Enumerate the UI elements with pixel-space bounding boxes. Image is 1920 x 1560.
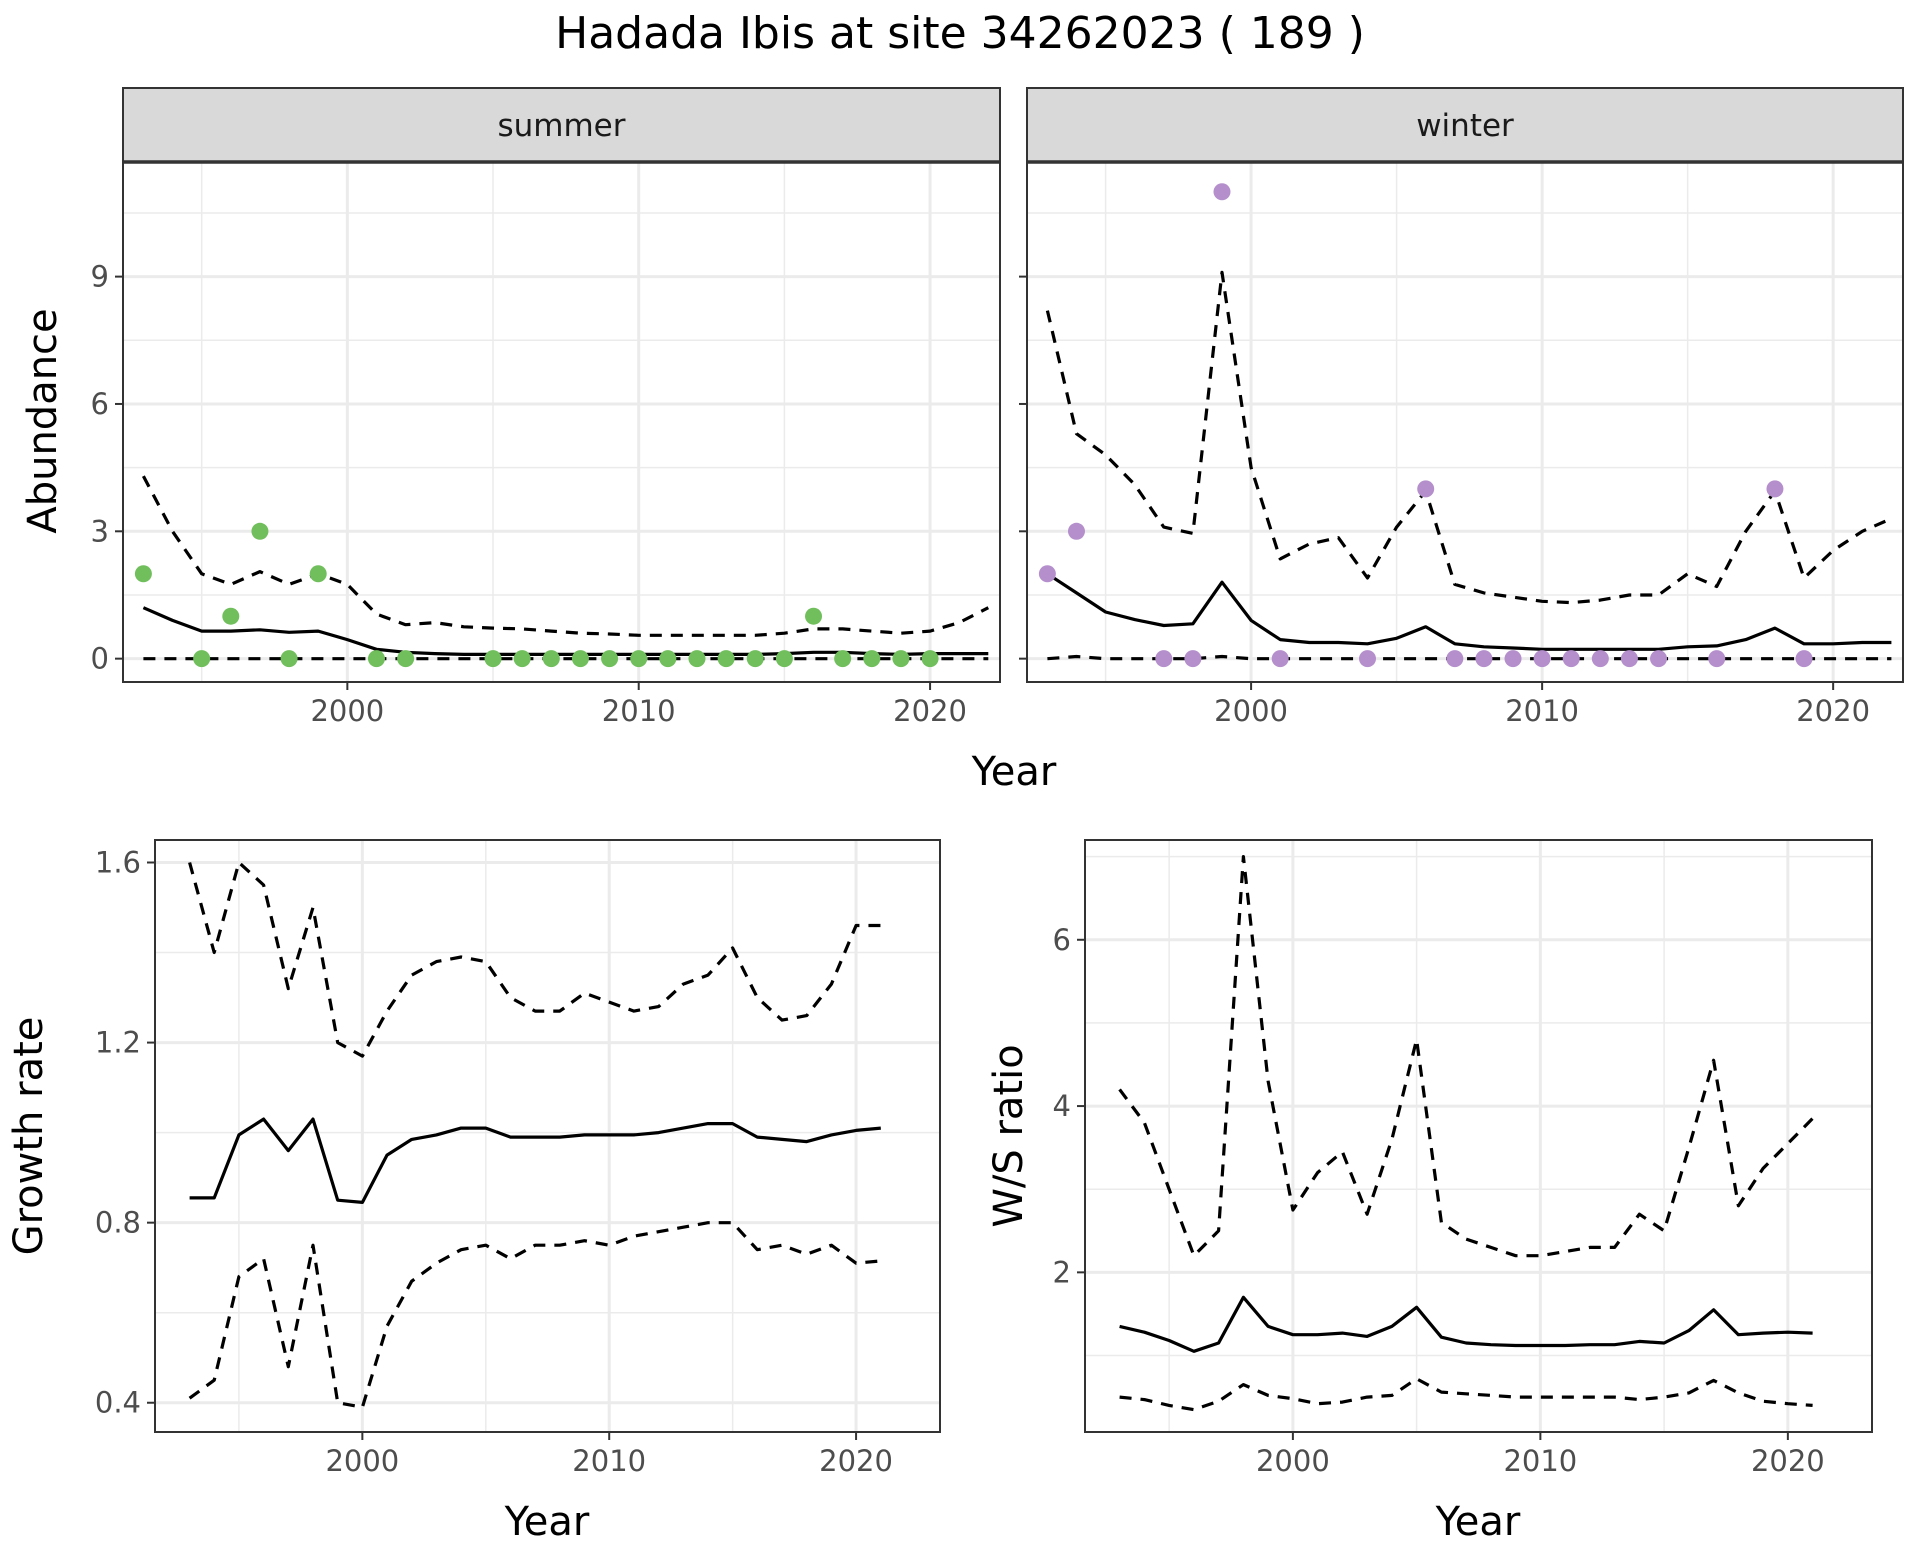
summer-x-tick-label: 2020: [893, 694, 967, 728]
summer-observed-point: [513, 650, 531, 668]
winter-x-tick-label: 2010: [1505, 694, 1579, 728]
summer-observed-point: [309, 565, 327, 583]
summer-observed-point: [193, 650, 211, 668]
ratio-upper-line: [1118, 854, 1814, 1258]
growth-mean-line: [189, 1117, 881, 1205]
winter-observed-point: [1504, 650, 1522, 668]
winter-observed-point: [1271, 650, 1289, 668]
ratio-x-tick-label: 2020: [1751, 1444, 1825, 1478]
summer-observed-point: [280, 650, 298, 668]
summer-observed-point: [134, 565, 152, 583]
ratio-y-tick-label: 6: [1053, 923, 1071, 957]
winter-observed-point: [1213, 183, 1231, 201]
winter-observed-point: [1038, 565, 1056, 583]
summer-observed-point: [892, 650, 910, 668]
summer-observed-point: [571, 650, 589, 668]
growth-panel-border: [154, 839, 941, 1433]
summer-observed-point: [251, 522, 269, 540]
winter-observed-point: [1533, 650, 1551, 668]
ratio-y-tick-label: 4: [1053, 1089, 1071, 1123]
winter-observed-point: [1446, 650, 1464, 668]
ratio-x-axis-title: Year: [1435, 1499, 1521, 1545]
growth-rate-panel: 2000 2010 2020 0.4 0.8 1.2 1.6 Year Growth rate: [6, 839, 941, 1545]
winter-observed-point: [1417, 480, 1435, 498]
summer-y-tick-label: 9: [91, 260, 109, 294]
winter-observed-point: [1359, 650, 1377, 668]
ratio-x-tick-label: 2010: [1503, 1444, 1577, 1478]
growth-y-axis-title: Growth rate: [6, 1017, 52, 1256]
ratio-x-tick-label: 2000: [1256, 1444, 1330, 1478]
figure-title: Hadada Ibis at site 34262023 ( 189 ): [555, 8, 1365, 59]
summer-plot-background: [123, 162, 1000, 682]
winter-observed-point: [1475, 650, 1493, 668]
winter-observed-point: [1620, 650, 1638, 668]
top-x-axis-title: Year: [971, 749, 1057, 795]
growth-x-tick-label: 2000: [325, 1444, 399, 1478]
summer-observed-point: [863, 650, 881, 668]
growth-x-axis-title: Year: [504, 1499, 590, 1545]
ratio-panel-border: [1084, 839, 1873, 1433]
growth-upper-line: [188, 860, 881, 1058]
growth-y-tick-label: 0.8: [95, 1206, 141, 1240]
winter-observed-point: [1766, 480, 1784, 498]
winter-observed-point: [1650, 650, 1668, 668]
winter-x-tick-label: 2020: [1796, 694, 1870, 728]
summer-observed-point: [222, 607, 240, 625]
summer-observed-point: [746, 650, 764, 668]
summer-observed-point: [921, 650, 939, 668]
summer-observed-point: [717, 650, 735, 668]
summer-observed-point: [542, 650, 560, 668]
summer-observed-point: [659, 650, 677, 668]
summer-observed-point: [688, 650, 706, 668]
summer-observed-point: [484, 650, 502, 668]
growth-x-tick-label: 2020: [819, 1444, 893, 1478]
top-y-axis-title: Abundance: [20, 308, 66, 533]
winter-upper-line: [1045, 270, 1893, 605]
winter-observed-point: [1155, 650, 1173, 668]
summer-observed-point: [805, 607, 823, 625]
winter-x-tick-label: 2000: [1214, 694, 1288, 728]
summer-x-tick-label: 2010: [602, 694, 676, 728]
summer-observed-point: [834, 650, 852, 668]
growth-lower-line: [188, 1221, 881, 1409]
winter-observed-point: [1184, 650, 1202, 668]
summer-abundance-panel: summer 2000 2010 2020 0 3 6 9: [91, 87, 1001, 728]
ratio-y-axis-title: W/S ratio: [986, 1044, 1032, 1227]
summer-upper-line: [141, 475, 990, 637]
summer-y-tick-label: 6: [91, 387, 109, 421]
summer-observed-point: [775, 650, 793, 668]
summer-observed-point: [367, 650, 385, 668]
winter-observed-point: [1562, 650, 1580, 668]
winter-strip-label: winter: [1416, 108, 1514, 144]
summer-observed-point: [397, 650, 415, 668]
winter-observed-point: [1795, 650, 1813, 668]
ratio-lower-line: [1119, 1377, 1813, 1412]
winter-observed-point: [1067, 522, 1085, 540]
winter-lower-line: [1047, 654, 1892, 661]
winter-observed-point: [1708, 650, 1726, 668]
summer-strip-label: summer: [497, 108, 625, 144]
summer-y-tick-label: 3: [91, 514, 109, 548]
growth-y-tick-label: 0.4: [95, 1386, 141, 1420]
growth-y-tick-label: 1.6: [95, 846, 141, 880]
ratio-mean-line: [1119, 1295, 1813, 1353]
growth-y-tick-label: 1.2: [95, 1026, 141, 1060]
summer-observed-point: [630, 650, 648, 668]
winter-abundance-panel: winter 2000 2010 2020: [1019, 87, 1904, 728]
ws-ratio-panel: 2000 2010 2020 2 4 6 Year W/S ratio: [986, 839, 1873, 1545]
winter-observed-point: [1591, 650, 1609, 668]
winter-mean-line: [1046, 572, 1892, 651]
summer-observed-point: [601, 650, 619, 668]
summer-y-tick-label: 0: [91, 642, 109, 676]
winter-strip-background: [1026, 87, 1904, 163]
growth-x-tick-label: 2010: [572, 1444, 646, 1478]
summer-x-tick-label: 2000: [310, 694, 384, 728]
winter-plot-background: [1027, 162, 1903, 682]
ratio-y-tick-label: 2: [1053, 1255, 1071, 1289]
